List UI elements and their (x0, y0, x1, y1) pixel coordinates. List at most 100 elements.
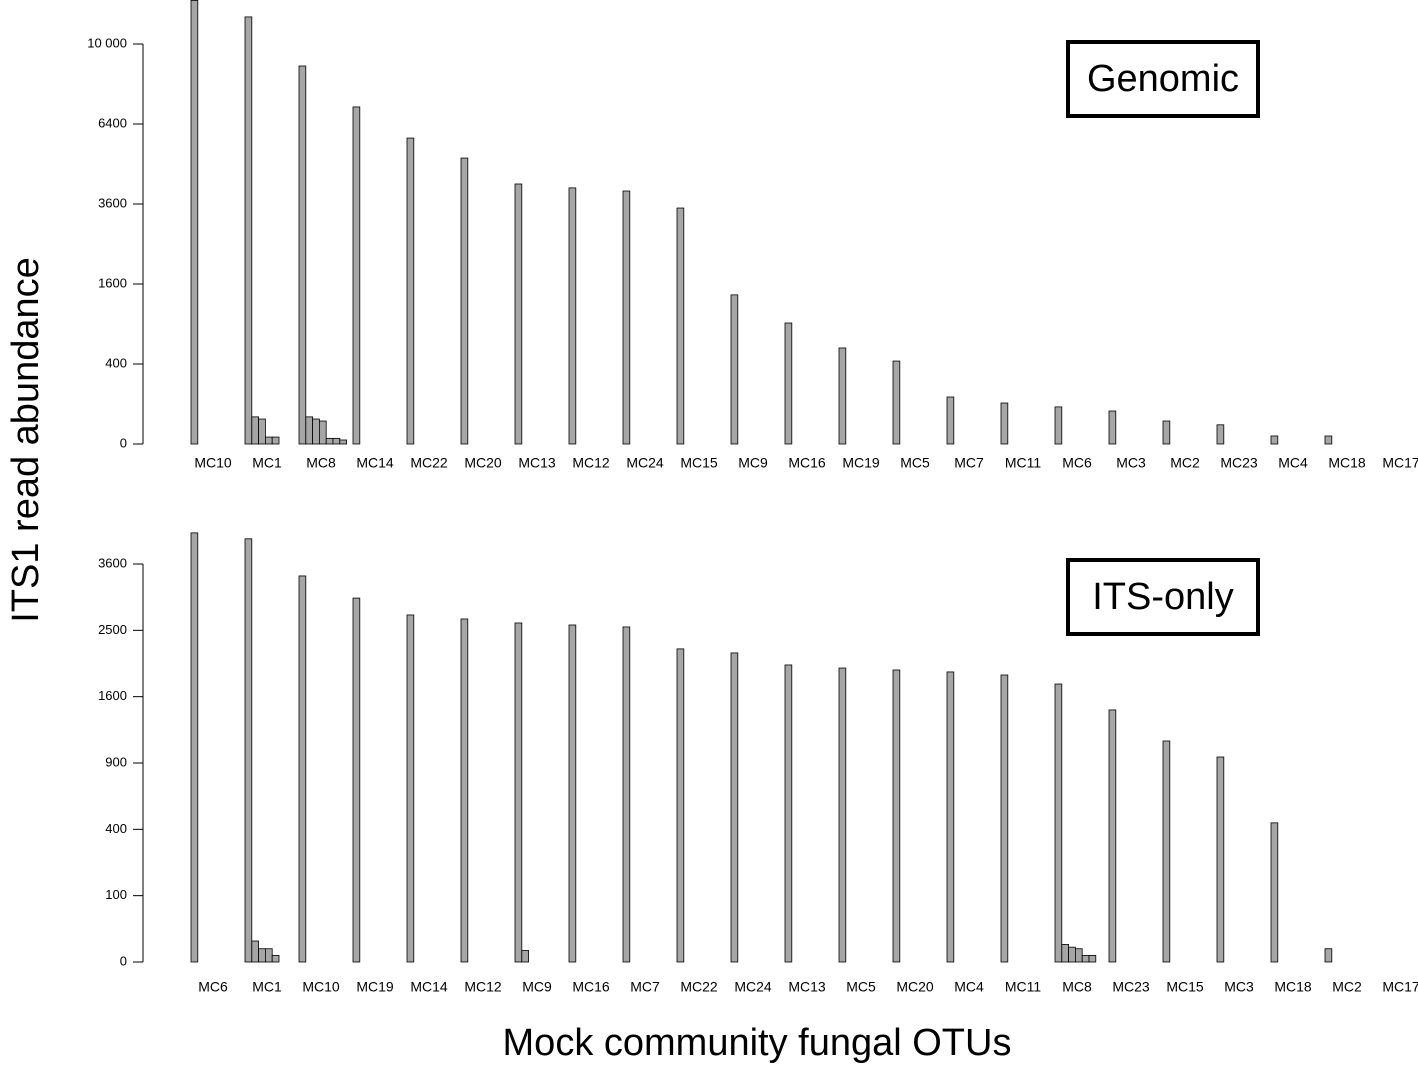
y-tick-label: 400 (105, 355, 127, 370)
bar (1061, 944, 1070, 963)
y-tick-label: 400 (105, 821, 127, 836)
bar (339, 439, 347, 445)
bar (838, 347, 847, 445)
x-tick-label: MC22 (410, 455, 448, 471)
bar (406, 137, 415, 445)
bar (460, 618, 469, 963)
bar (946, 671, 955, 963)
bar (1088, 954, 1097, 963)
x-tick-label: MC14 (356, 455, 394, 471)
y-tick-label: 1600 (98, 275, 127, 290)
x-tick-label: MC7 (954, 455, 984, 471)
x-tick-label: MC24 (734, 979, 772, 995)
bar (406, 614, 415, 963)
bar (305, 416, 313, 445)
y-tick-label: 100 (105, 887, 127, 902)
x-tick-label: MC20 (464, 455, 502, 471)
x-tick-label: MC11 (1005, 455, 1042, 471)
x-tick-label: MC18 (1328, 455, 1366, 471)
x-tick-label: MC16 (572, 979, 610, 995)
bar (298, 65, 307, 445)
x-tick-label: MC10 (194, 455, 232, 471)
bar (352, 106, 361, 445)
x-tick-label: MC12 (464, 979, 502, 995)
x-tick-label: MC14 (410, 979, 448, 995)
x-tick-label: MC12 (572, 455, 610, 471)
y-tick-label: 3600 (98, 195, 127, 210)
bar (730, 652, 739, 963)
bar (892, 360, 901, 445)
x-tick-label: MC2 (1170, 455, 1200, 471)
bar (258, 948, 266, 963)
bar (1216, 424, 1225, 445)
x-axis-label: Mock community fungal OTUs (503, 1022, 1012, 1064)
x-tick-label: MC13 (518, 455, 556, 471)
x-tick-label: MC22 (680, 979, 718, 995)
x-tick-label: MC2 (1332, 979, 1362, 995)
x-tick-label: MC6 (198, 979, 228, 995)
panel-label-box (1066, 558, 1260, 636)
bar (1162, 420, 1171, 445)
bar (676, 648, 685, 963)
x-tick-label: MC11 (1005, 979, 1042, 995)
y-tick-label: 0 (120, 435, 127, 450)
bar (622, 190, 631, 445)
y-tick-label: 2500 (98, 622, 127, 637)
panel-label-box (1066, 40, 1260, 118)
bar (298, 575, 307, 963)
bar (838, 667, 847, 963)
x-tick-label: MC17 (1382, 455, 1418, 471)
bar (460, 157, 469, 445)
x-tick-label: MC1 (252, 979, 282, 995)
y-tick-label: 900 (105, 754, 127, 769)
x-tick-label: MC16 (788, 455, 826, 471)
bar (784, 322, 793, 445)
bar (892, 669, 901, 963)
y-tick-label: 10 000 (87, 35, 127, 50)
bar (1054, 683, 1063, 963)
bar (1270, 822, 1279, 963)
y-tick-label: 6400 (98, 115, 127, 130)
panel-label: ITS-only (1092, 576, 1233, 618)
x-tick-label: MC5 (900, 455, 930, 471)
bar (1054, 406, 1063, 445)
x-tick-label: MC23 (1220, 455, 1258, 471)
bar (514, 622, 523, 963)
x-tick-label: MC3 (1116, 455, 1146, 471)
x-tick-label: MC4 (954, 979, 984, 995)
bar (1324, 948, 1333, 963)
bar (1216, 756, 1225, 963)
bar (1108, 410, 1117, 445)
bar (244, 538, 253, 963)
x-tick-label: MC6 (1062, 455, 1092, 471)
x-tick-label: MC9 (522, 979, 552, 995)
x-tick-label: MC1 (252, 455, 282, 471)
bar (1075, 948, 1083, 963)
x-tick-label: MC7 (630, 979, 660, 995)
bar (251, 416, 260, 445)
bar (244, 16, 253, 445)
panel-label: Genomic (1087, 58, 1239, 100)
x-tick-label: MC18 (1274, 979, 1312, 995)
x-tick-label: MC8 (306, 455, 336, 471)
bar (1270, 435, 1279, 445)
bar (568, 624, 577, 963)
bar (251, 940, 260, 963)
x-tick-label: MC15 (680, 455, 718, 471)
x-tick-label: MC20 (896, 979, 934, 995)
x-tick-label: MC13 (788, 979, 826, 995)
bar (521, 950, 529, 963)
x-tick-label: MC10 (302, 979, 340, 995)
y-tick-label: 3600 (98, 555, 127, 570)
y-tick-label: 1600 (98, 688, 127, 703)
x-tick-label: MC19 (356, 979, 394, 995)
bar (318, 420, 327, 445)
x-tick-label: MC17 (1382, 979, 1418, 995)
x-tick-label: MC24 (626, 455, 664, 471)
bar (946, 396, 955, 445)
bar (514, 183, 523, 445)
bar (264, 436, 273, 445)
bar (730, 294, 739, 445)
y-tick-label: 0 (120, 953, 127, 968)
bar (1324, 435, 1333, 445)
